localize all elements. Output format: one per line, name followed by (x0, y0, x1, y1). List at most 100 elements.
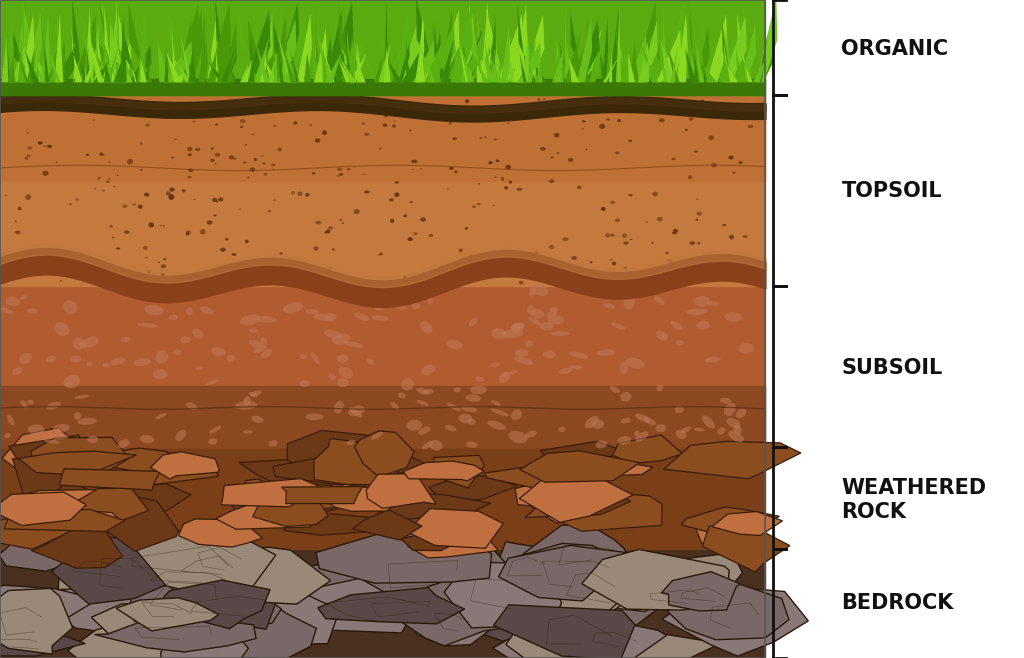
Polygon shape (262, 564, 410, 619)
Polygon shape (25, 1, 36, 82)
Polygon shape (271, 16, 287, 82)
Polygon shape (757, 0, 777, 82)
Polygon shape (525, 491, 663, 531)
Polygon shape (522, 14, 545, 82)
Ellipse shape (685, 128, 688, 131)
Polygon shape (7, 58, 15, 82)
Ellipse shape (446, 403, 461, 411)
Ellipse shape (599, 124, 605, 129)
Polygon shape (723, 50, 730, 82)
Ellipse shape (76, 198, 79, 201)
Ellipse shape (586, 149, 587, 150)
Polygon shape (504, 36, 522, 82)
Polygon shape (137, 3, 146, 82)
Bar (0, 386, 765, 447)
Polygon shape (129, 45, 152, 82)
Ellipse shape (305, 414, 324, 420)
Polygon shape (433, 455, 484, 488)
Polygon shape (440, 38, 454, 82)
Ellipse shape (649, 278, 651, 280)
Polygon shape (506, 32, 520, 82)
Ellipse shape (502, 177, 504, 179)
Ellipse shape (129, 286, 142, 291)
Polygon shape (46, 43, 61, 82)
Ellipse shape (110, 225, 113, 228)
Polygon shape (216, 494, 318, 529)
Ellipse shape (728, 155, 734, 159)
Ellipse shape (186, 402, 198, 410)
Ellipse shape (550, 331, 570, 336)
Ellipse shape (153, 369, 168, 379)
Ellipse shape (145, 124, 150, 127)
Polygon shape (100, 3, 123, 82)
Ellipse shape (196, 148, 201, 151)
Ellipse shape (407, 420, 422, 431)
Ellipse shape (362, 174, 366, 175)
Polygon shape (352, 510, 422, 540)
Ellipse shape (630, 239, 633, 240)
Polygon shape (488, 16, 496, 82)
Ellipse shape (635, 110, 638, 113)
Polygon shape (667, 584, 788, 640)
Ellipse shape (145, 289, 160, 300)
Polygon shape (198, 41, 208, 82)
Ellipse shape (538, 99, 541, 101)
Ellipse shape (505, 164, 511, 169)
Ellipse shape (210, 159, 215, 162)
Polygon shape (248, 20, 273, 82)
Ellipse shape (454, 388, 461, 392)
Polygon shape (347, 24, 358, 82)
Ellipse shape (337, 378, 348, 387)
Polygon shape (589, 30, 603, 82)
Polygon shape (584, 43, 591, 82)
Ellipse shape (621, 392, 632, 401)
Polygon shape (35, 21, 47, 82)
Ellipse shape (384, 112, 387, 114)
Polygon shape (348, 453, 427, 476)
Ellipse shape (109, 161, 111, 163)
Ellipse shape (160, 224, 162, 226)
Ellipse shape (605, 233, 610, 238)
Polygon shape (519, 525, 628, 584)
Ellipse shape (453, 138, 457, 140)
Polygon shape (239, 5, 259, 82)
Ellipse shape (180, 336, 190, 343)
Ellipse shape (272, 169, 274, 170)
Ellipse shape (325, 231, 328, 234)
Polygon shape (258, 45, 266, 82)
Ellipse shape (509, 180, 512, 184)
Ellipse shape (26, 194, 31, 200)
Ellipse shape (339, 219, 342, 221)
Polygon shape (283, 513, 386, 535)
Ellipse shape (504, 186, 508, 190)
Polygon shape (4, 509, 125, 532)
Polygon shape (431, 32, 441, 82)
Polygon shape (578, 18, 592, 82)
Polygon shape (636, 577, 723, 613)
Ellipse shape (693, 428, 705, 432)
Polygon shape (472, 32, 489, 82)
Ellipse shape (79, 342, 88, 349)
Ellipse shape (185, 230, 190, 234)
Polygon shape (517, 5, 537, 82)
Polygon shape (312, 14, 323, 82)
Polygon shape (469, 3, 487, 82)
Polygon shape (538, 550, 642, 626)
Ellipse shape (156, 413, 167, 419)
Ellipse shape (56, 161, 57, 163)
Ellipse shape (47, 401, 60, 409)
Ellipse shape (332, 334, 351, 345)
Ellipse shape (53, 424, 70, 432)
Ellipse shape (215, 153, 220, 157)
Ellipse shape (472, 205, 476, 208)
Ellipse shape (455, 170, 458, 173)
Polygon shape (695, 26, 710, 82)
Ellipse shape (243, 430, 253, 434)
Ellipse shape (385, 113, 389, 116)
Ellipse shape (239, 209, 241, 210)
Polygon shape (287, 430, 409, 478)
Polygon shape (338, 6, 359, 82)
Ellipse shape (293, 121, 297, 125)
Polygon shape (94, 614, 256, 652)
Ellipse shape (558, 368, 572, 374)
